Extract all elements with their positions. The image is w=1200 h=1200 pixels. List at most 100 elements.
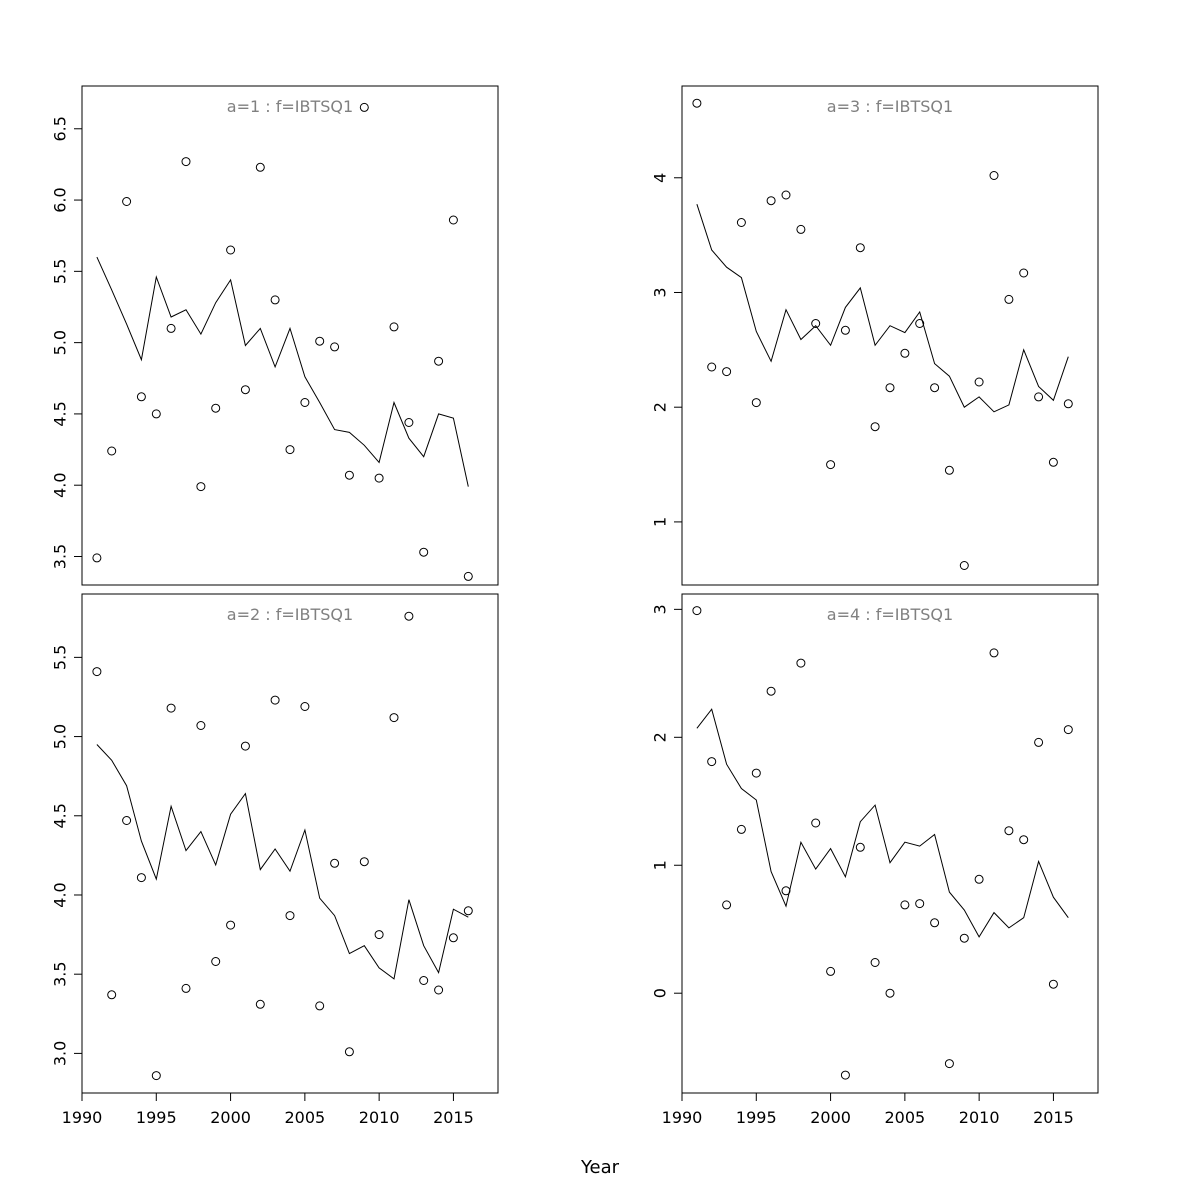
- y-tick-label: 4.5: [51, 803, 70, 828]
- data-point: [796, 658, 806, 668]
- data-point: [315, 336, 325, 346]
- data-point: [766, 196, 776, 206]
- data-point: [389, 322, 399, 332]
- panel-frame-4: [681, 593, 1099, 1094]
- x-tick-label: 2000: [210, 1108, 251, 1127]
- panel-frame-3: [681, 85, 1099, 586]
- x-tick-label: 2000: [810, 1108, 851, 1127]
- data-point: [240, 741, 250, 751]
- y-tick-label: 1: [651, 517, 670, 527]
- data-point: [255, 162, 265, 172]
- data-point: [285, 911, 295, 921]
- panel-frame-1: [81, 85, 499, 586]
- panel-title-1: a=1 : f=IBTSQ1: [227, 97, 353, 116]
- data-point: [959, 561, 969, 570]
- y-tick-label: 4.0: [51, 472, 70, 497]
- y-tick-label: 4.0: [51, 882, 70, 907]
- data-point: [419, 547, 429, 557]
- x-tick-label: 1990: [662, 1108, 703, 1127]
- y-tick-label: 3.5: [51, 961, 70, 986]
- data-point: [989, 648, 999, 658]
- y-tick-label: 1: [651, 860, 670, 870]
- panel-frame-2: [81, 593, 499, 1094]
- panel-title-4: a=4 : f=IBTSQ1: [827, 605, 953, 624]
- x-axis-title: Year: [580, 1157, 620, 1178]
- data-point: [107, 446, 117, 456]
- data-point: [930, 918, 940, 928]
- data-point: [885, 988, 895, 998]
- fitted-line-1: [96, 256, 469, 487]
- x-tick-label: 2015: [433, 1108, 474, 1127]
- data-point: [811, 319, 821, 328]
- data-point: [1063, 399, 1073, 409]
- data-point: [811, 818, 821, 828]
- x-tick-label: 1995: [736, 1108, 777, 1127]
- data-point: [211, 403, 221, 413]
- data-point: [92, 553, 102, 563]
- data-point: [781, 886, 791, 896]
- data-point: [181, 983, 191, 993]
- data-point: [404, 418, 414, 427]
- data-point: [707, 362, 717, 372]
- data-point: [930, 383, 940, 393]
- y-tick-label: 6.0: [51, 187, 70, 212]
- y-tick-label: 4: [651, 173, 670, 183]
- y-tick-label: 5.5: [51, 645, 70, 670]
- data-point: [959, 933, 969, 943]
- data-point: [211, 957, 221, 966]
- y-tick-label: 4.5: [51, 401, 70, 426]
- x-tick-label: 2005: [884, 1108, 925, 1127]
- panel-title-2: a=2 : f=IBTSQ1: [227, 605, 353, 624]
- data-point: [751, 768, 761, 778]
- data-point: [166, 323, 176, 333]
- data-point: [330, 342, 340, 352]
- data-point: [915, 319, 925, 328]
- data-point: [1019, 268, 1029, 278]
- data-point: [722, 900, 732, 910]
- data-point: [944, 1059, 954, 1069]
- data-point: [1004, 826, 1014, 836]
- data-point: [166, 703, 176, 713]
- data-point: [389, 713, 399, 723]
- data-point: [359, 857, 369, 867]
- data-point: [92, 667, 102, 677]
- data-point: [736, 218, 746, 227]
- data-point: [300, 702, 310, 711]
- data-point: [1048, 979, 1058, 989]
- fitted-line-4: [696, 708, 1069, 938]
- y-tick-label: 2: [651, 402, 670, 412]
- data-point: [840, 325, 850, 335]
- x-tick-label: 1995: [136, 1108, 177, 1127]
- data-point: [434, 985, 444, 995]
- y-tick-label: 5.5: [51, 259, 70, 284]
- x-tick-label: 2010: [359, 1108, 400, 1127]
- data-point: [1063, 725, 1073, 735]
- data-point: [270, 695, 280, 705]
- data-point: [151, 1071, 161, 1081]
- data-point: [315, 1001, 325, 1011]
- data-point: [136, 392, 146, 402]
- y-tick-label: 6.5: [51, 116, 70, 141]
- data-point: [870, 958, 880, 967]
- y-tick-label: 2: [651, 732, 670, 742]
- data-point: [463, 906, 473, 916]
- data-point: [796, 224, 806, 234]
- data-point: [766, 686, 776, 696]
- data-point: [196, 721, 206, 730]
- y-tick-label: 5.0: [51, 330, 70, 355]
- data-point: [151, 409, 161, 419]
- data-point: [434, 356, 444, 366]
- data-point: [840, 1070, 850, 1080]
- data-point: [404, 611, 414, 621]
- data-point: [855, 243, 865, 253]
- data-point: [226, 920, 236, 930]
- data-point: [885, 383, 895, 393]
- data-point: [359, 102, 369, 112]
- data-point: [989, 171, 999, 180]
- data-point: [751, 398, 761, 408]
- data-point: [448, 215, 458, 225]
- data-point: [944, 465, 954, 475]
- data-point: [900, 900, 910, 910]
- data-point: [107, 990, 117, 1000]
- data-point: [692, 98, 702, 108]
